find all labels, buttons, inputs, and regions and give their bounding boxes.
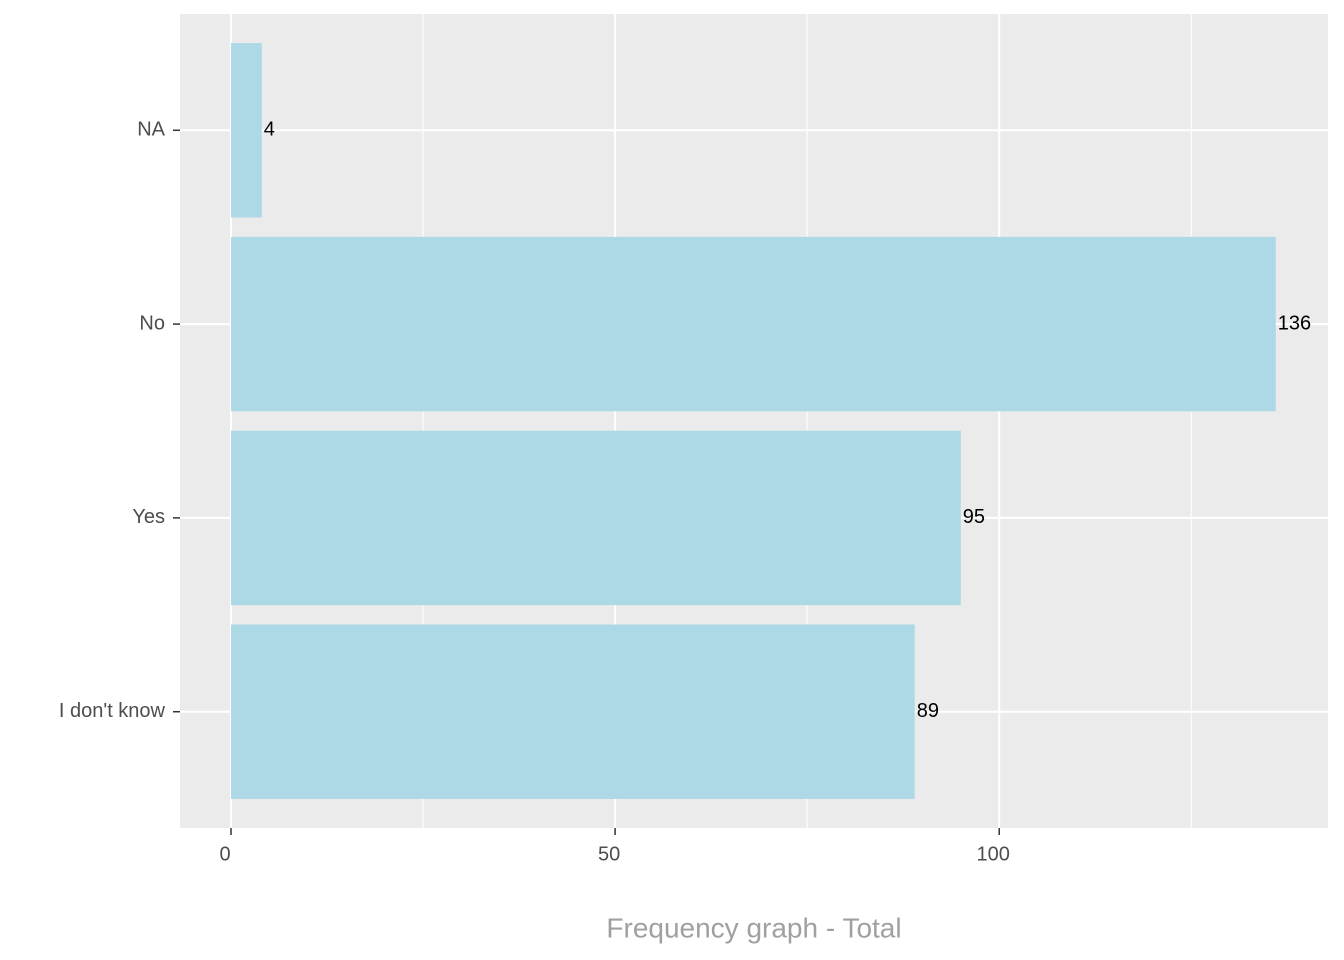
bar xyxy=(231,624,915,799)
value-label: 136 xyxy=(1278,312,1311,334)
value-label: 95 xyxy=(963,506,985,528)
y-tick-label: No xyxy=(139,312,165,334)
bar xyxy=(231,43,262,218)
x-tick-label: 0 xyxy=(219,843,230,865)
bar xyxy=(231,236,1276,412)
x-tick-label: 100 xyxy=(977,843,1010,865)
y-tick-label: Yes xyxy=(132,506,165,528)
x-axis-title: Frequency graph - Total xyxy=(606,912,901,943)
x-tick-label: 50 xyxy=(598,843,620,865)
y-tick-label: I don't know xyxy=(59,700,166,722)
value-label: 4 xyxy=(264,119,275,141)
y-tick-label: NA xyxy=(137,119,165,141)
bar xyxy=(231,430,961,606)
value-label: 89 xyxy=(917,700,939,722)
